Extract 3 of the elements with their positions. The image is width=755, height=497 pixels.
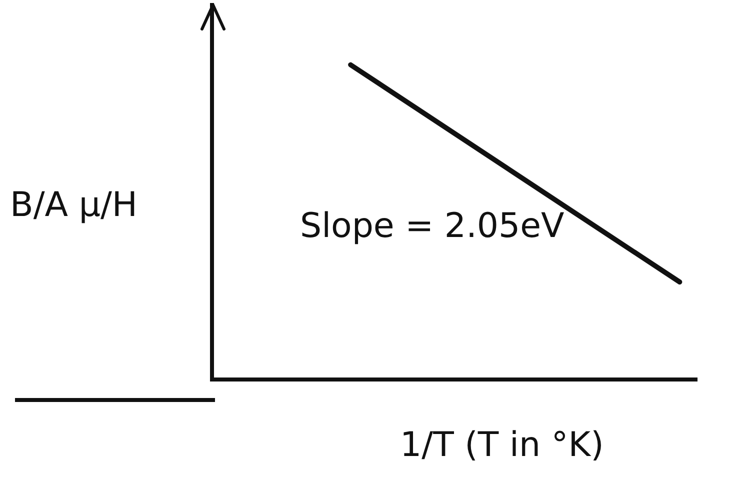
annotation: Slope = 2.05eV (300, 205, 566, 247)
x-axis-title: 1/T (T in °K) (400, 425, 604, 465)
y-axis-title: B/A μ/H (10, 185, 138, 225)
